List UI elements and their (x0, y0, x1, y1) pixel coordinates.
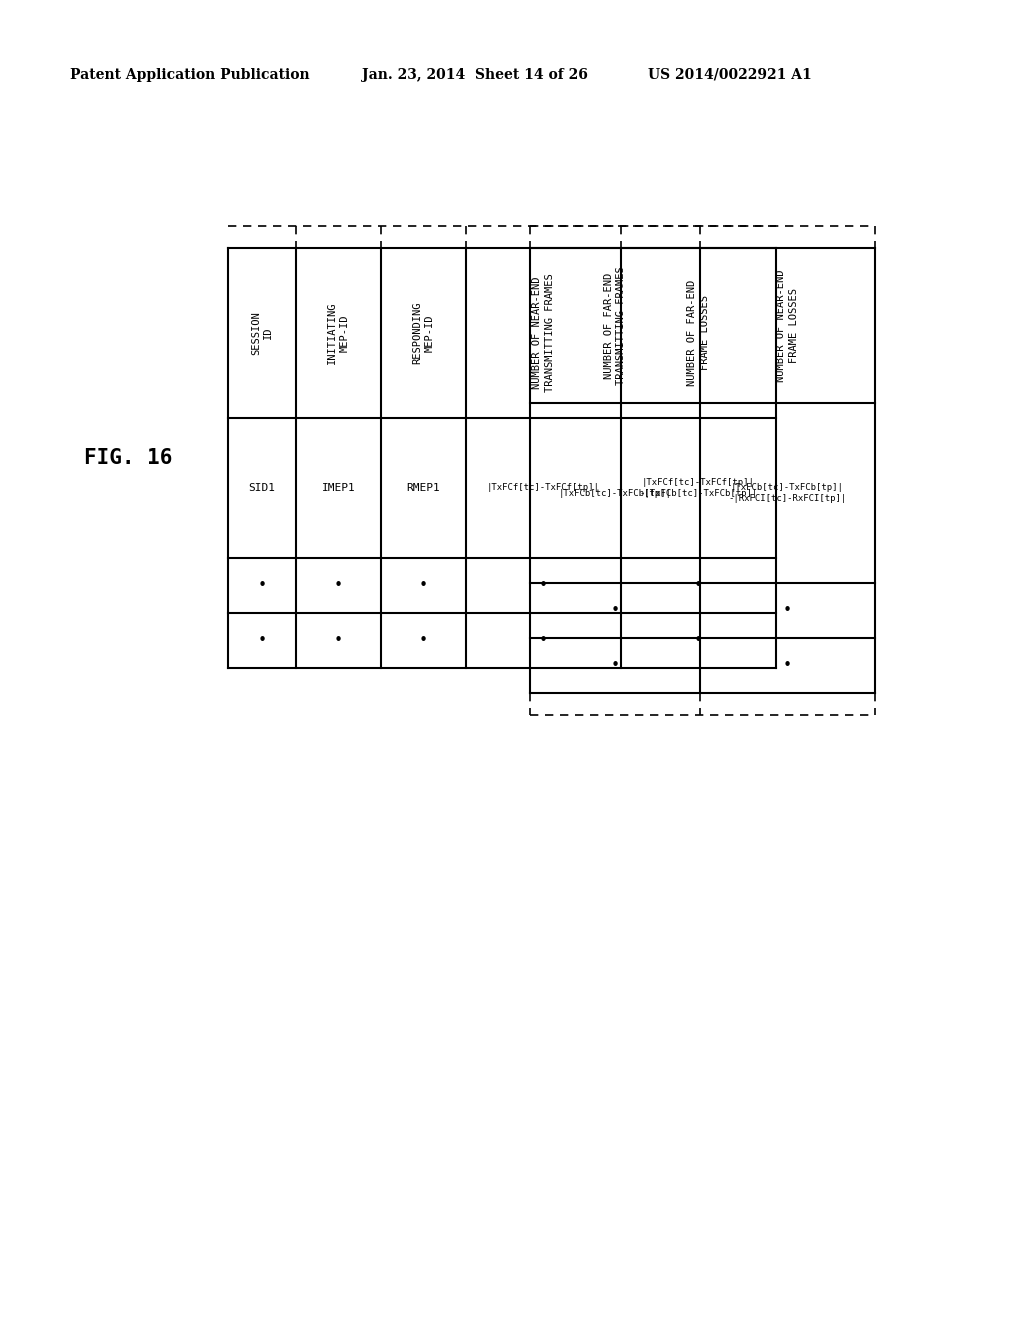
Text: |TxFCf[tc]-TxFCf[tp]|
-|TxFCb[tc]-TxFCb[tp]|: |TxFCf[tc]-TxFCf[tp]| -|TxFCb[tc]-TxFCb[… (639, 478, 758, 498)
Text: •: • (694, 634, 703, 648)
Text: •: • (334, 634, 343, 648)
Text: NUMBER OF NEAR-END
FRAME LOSSES: NUMBER OF NEAR-END FRAME LOSSES (776, 269, 799, 381)
Text: SID1: SID1 (249, 483, 275, 492)
Text: NUMBER OF FAR-END
TRANSMITTING FRAMES: NUMBER OF FAR-END TRANSMITTING FRAMES (604, 267, 627, 385)
Text: •: • (694, 578, 703, 593)
Text: |TxFCb[tc]-TxFCb[tp]|: |TxFCb[tc]-TxFCb[tp]| (558, 488, 672, 498)
Text: •: • (783, 603, 792, 618)
Text: Patent Application Publication: Patent Application Publication (70, 69, 309, 82)
Text: •: • (419, 578, 428, 593)
Text: •: • (783, 657, 792, 673)
Text: FIG. 16: FIG. 16 (84, 447, 172, 469)
Text: Jan. 23, 2014  Sheet 14 of 26: Jan. 23, 2014 Sheet 14 of 26 (362, 69, 588, 82)
Text: •: • (539, 578, 548, 593)
Text: •: • (334, 578, 343, 593)
Text: •: • (610, 657, 620, 673)
Text: NUMBER OF NEAR-END
TRANSMITTING FRAMES: NUMBER OF NEAR-END TRANSMITTING FRAMES (532, 273, 555, 392)
Text: NUMBER OF FAR-END
FRAME LOSSES: NUMBER OF FAR-END FRAME LOSSES (687, 280, 710, 387)
Text: •: • (257, 634, 266, 648)
Text: US 2014/0022921 A1: US 2014/0022921 A1 (648, 69, 812, 82)
Text: SESSION
ID: SESSION ID (251, 312, 273, 355)
Text: •: • (539, 634, 548, 648)
Text: •: • (257, 578, 266, 593)
Text: |TxFCb[tc]-TxFCb[tp]|
-|RxFCI[tc]-RxFCI[tp]|: |TxFCb[tc]-TxFCb[tp]| -|RxFCI[tc]-RxFCI[… (728, 483, 847, 503)
Text: RMEP1: RMEP1 (407, 483, 440, 492)
Text: •: • (419, 634, 428, 648)
Text: RESPONDING
MEP-ID: RESPONDING MEP-ID (413, 302, 435, 364)
Text: INITIATING
MEP-ID: INITIATING MEP-ID (328, 302, 350, 364)
Text: •: • (610, 603, 620, 618)
Text: IMEP1: IMEP1 (322, 483, 355, 492)
Text: |TxFCf[tc]-TxFCf[tp]|: |TxFCf[tc]-TxFCf[tp]| (487, 483, 600, 492)
